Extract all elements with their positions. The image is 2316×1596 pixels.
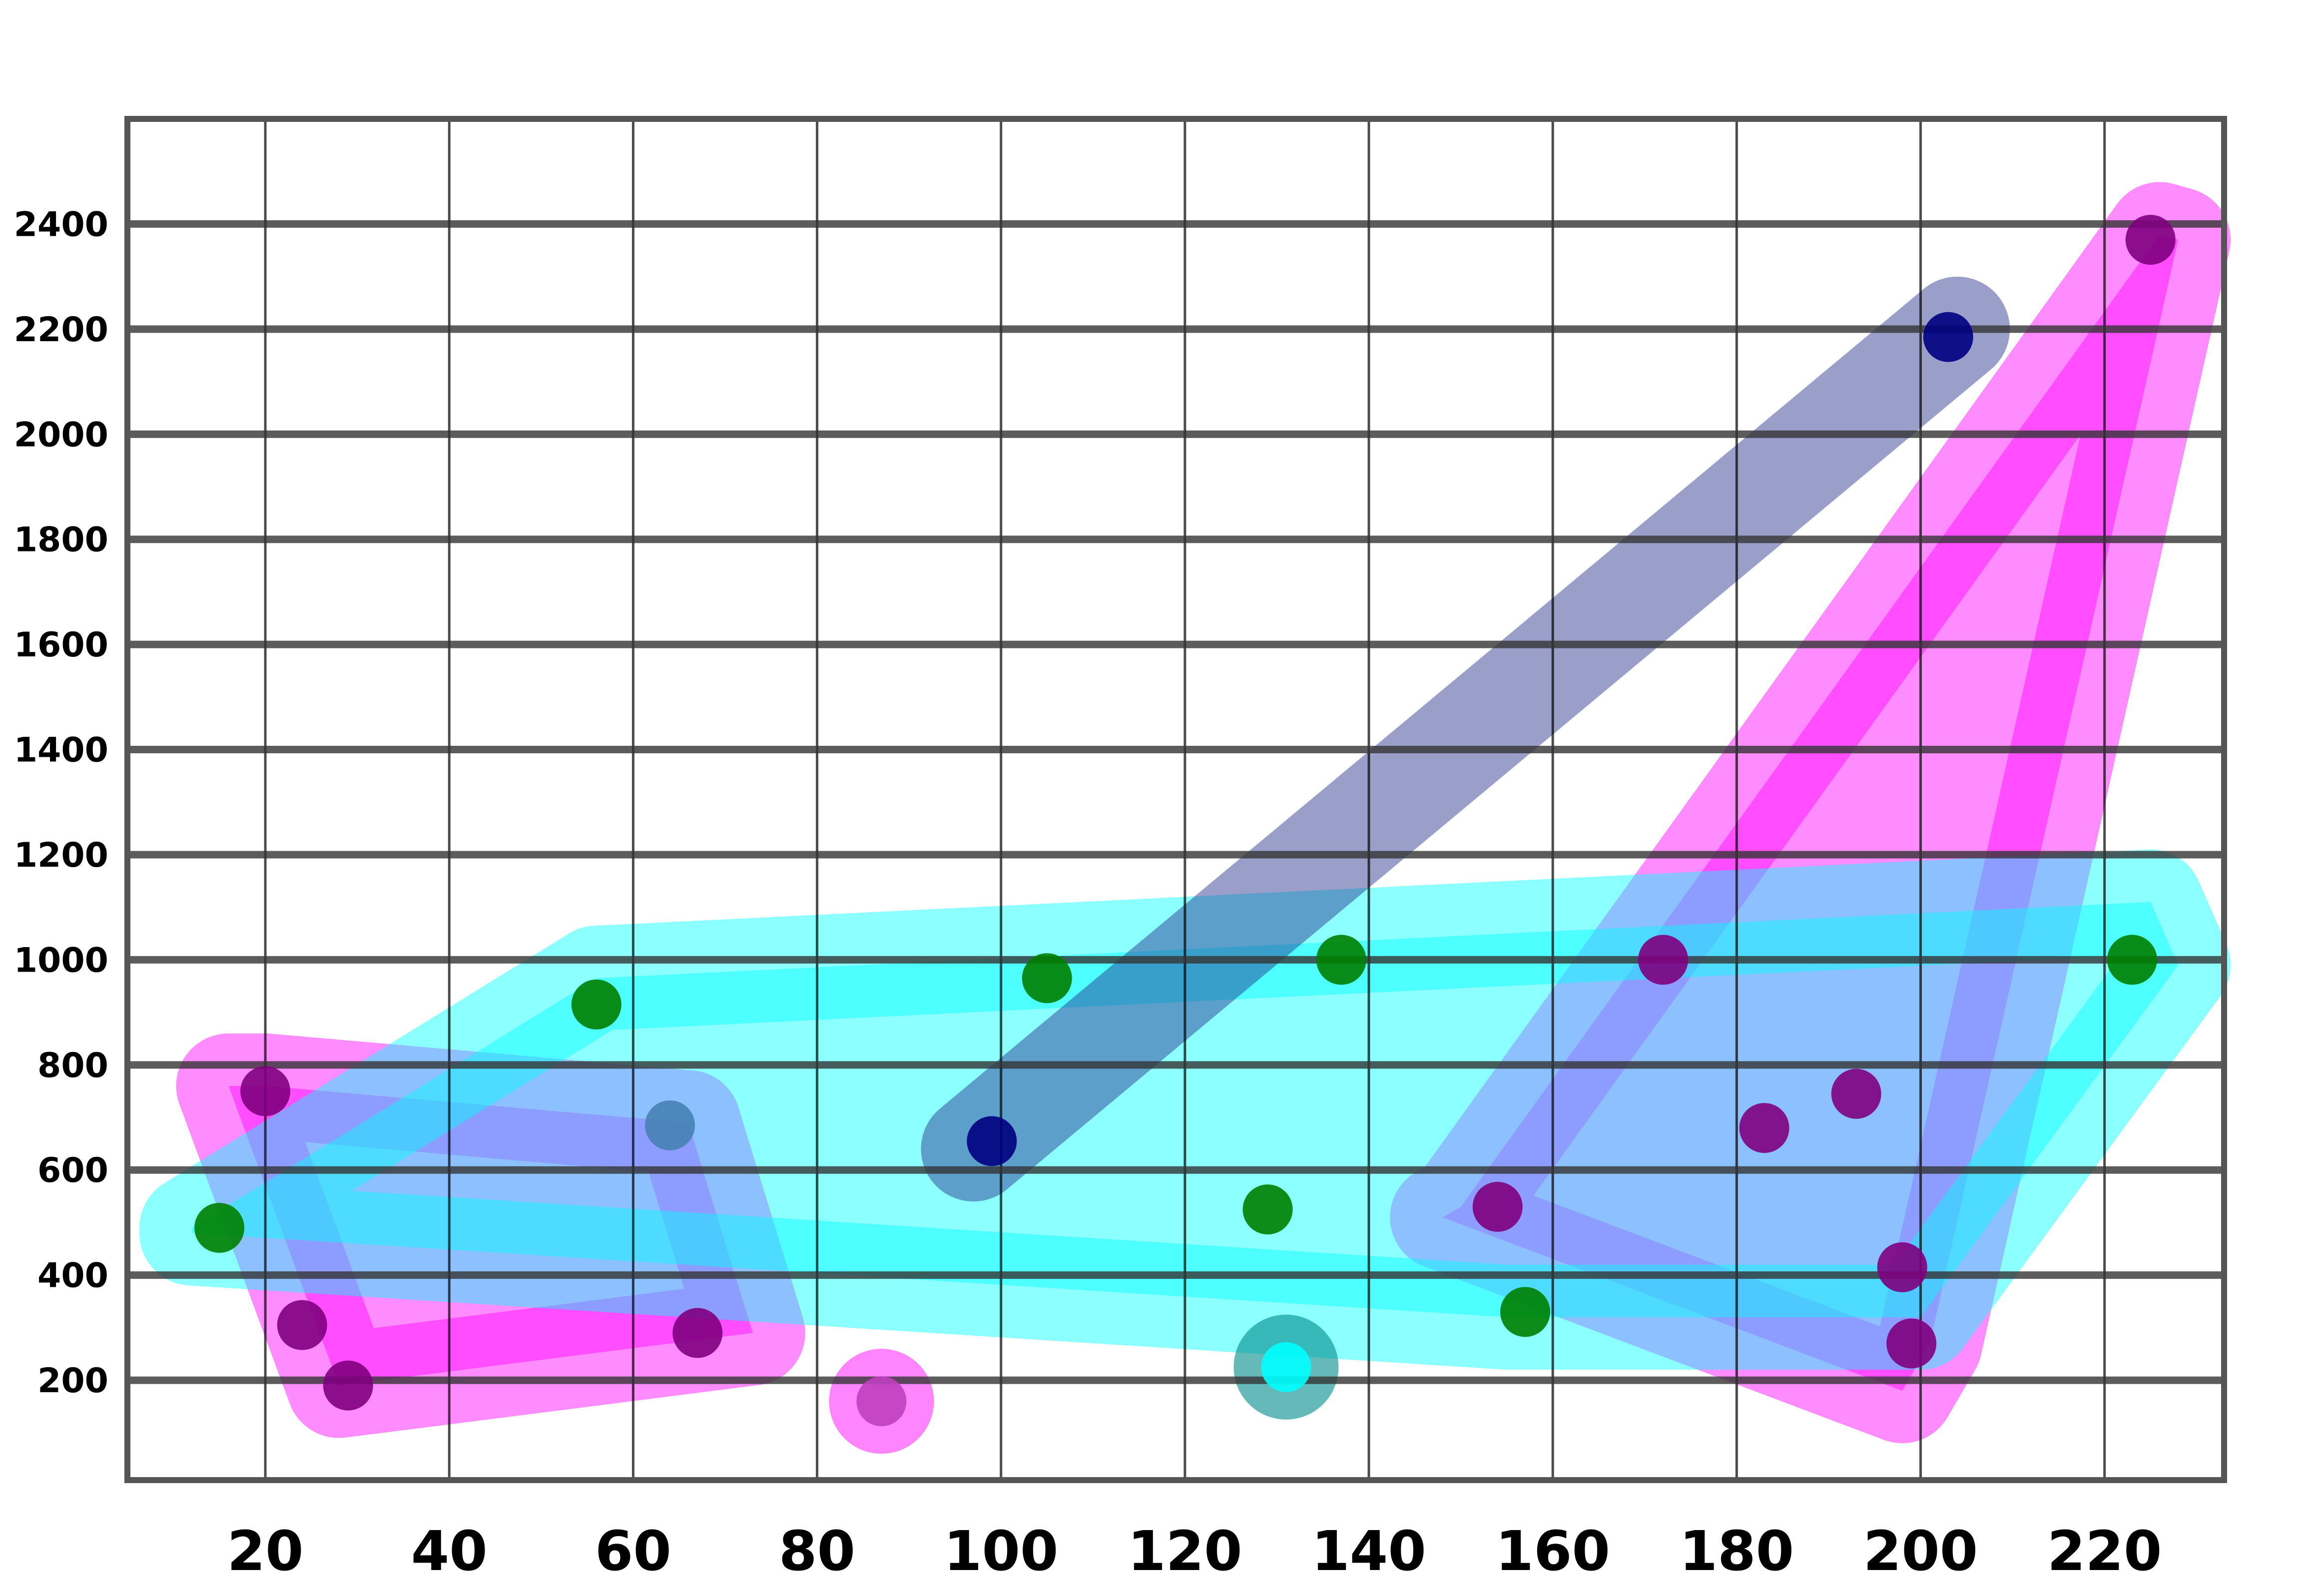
point-0-0 (240, 1066, 291, 1116)
point-1-3 (1242, 1184, 1293, 1235)
y-tick-label-1400: 1400 (14, 731, 108, 770)
y-tick-label-2200: 2200 (14, 310, 108, 350)
y-tick-label-1600: 1600 (14, 625, 108, 665)
point-1-0 (194, 1202, 245, 1253)
hull-layer (139, 182, 2231, 1454)
grid-layer (127, 119, 2224, 1480)
y-tick-label-600: 600 (37, 1151, 108, 1190)
x-tick-label-20: 20 (227, 1519, 304, 1583)
y-tick-label-1200: 1200 (14, 836, 108, 875)
point-1-4 (1316, 935, 1366, 985)
x-tick-label-120: 120 (1128, 1519, 1242, 1583)
point-0-3 (672, 1308, 723, 1358)
y-tick-label-400: 400 (37, 1256, 108, 1296)
x-tick-label-80: 80 (779, 1519, 855, 1583)
point-0-8 (1877, 1242, 1927, 1292)
point-2-0 (967, 1116, 1017, 1166)
y-axis-tick-labels: 200 400 600 800 1000 1200 1400 1600 1800 2000 2200… (14, 205, 108, 1401)
x-tick-label-220: 220 (2047, 1519, 2162, 1583)
point-0-5 (1638, 935, 1689, 985)
y-tick-label-200: 200 (37, 1361, 108, 1401)
point-0-10 (2125, 214, 2176, 265)
point-0-1 (277, 1300, 327, 1350)
point-0-2 (323, 1360, 373, 1411)
point-5-0 (1261, 1342, 1311, 1392)
y-tick-label-2400: 2400 (14, 205, 108, 244)
y-tick-label-1800: 1800 (14, 521, 108, 560)
point-1-1 (571, 979, 621, 1030)
point-1-2 (1022, 953, 1072, 1004)
point-4-0 (856, 1376, 907, 1427)
x-axis-tick-labels: 20 40 60 80 100 120 140 160 180 200 220 (227, 1519, 2162, 1583)
x-tick-label-160: 160 (1495, 1519, 1610, 1583)
y-tick-label-800: 800 (37, 1046, 108, 1085)
x-tick-label-200: 200 (1863, 1519, 1978, 1583)
point-0-7 (1831, 1068, 1881, 1119)
x-tick-label-100: 100 (944, 1519, 1059, 1583)
point-1-5 (1500, 1287, 1550, 1337)
x-tick-label-60: 60 (595, 1519, 671, 1583)
point-2-1 (1923, 312, 1973, 362)
plot-frame (124, 116, 2227, 1483)
point-0-6 (1739, 1103, 1789, 1153)
point-1-6 (2107, 935, 2157, 985)
y-tick-label-1000: 1000 (14, 941, 108, 980)
y-tick-label-2000: 2000 (14, 415, 108, 455)
point-0-4 (1472, 1181, 1523, 1232)
hull-0 (176, 1033, 805, 1438)
x-tick-label-140: 140 (1311, 1519, 1426, 1583)
x-tick-label-40: 40 (411, 1519, 488, 1583)
point-3-0 (645, 1100, 695, 1150)
point-0-9 (1886, 1318, 1937, 1369)
point-layer (194, 214, 2176, 1427)
x-tick-label-180: 180 (1680, 1519, 1794, 1583)
